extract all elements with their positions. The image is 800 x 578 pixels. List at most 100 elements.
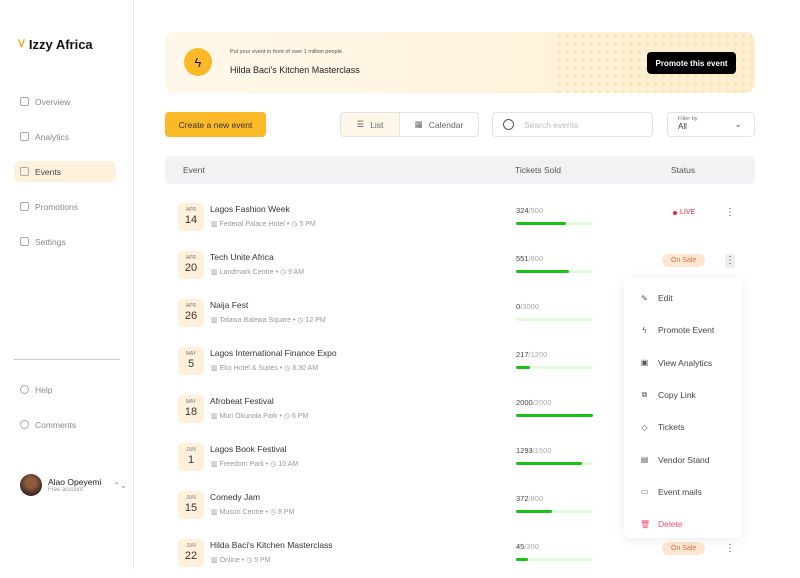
tickets-sold: 324/500 bbox=[516, 206, 544, 215]
table-row[interactable]: APR 14 Lagos Fashion Week ▥ Federal Palac… bbox=[165, 194, 755, 242]
event-venue: Landmark Centre bbox=[219, 269, 274, 276]
filter-dropdown[interactable]: Filter by All ⌄ bbox=[667, 112, 755, 137]
status-badge: On Sale bbox=[662, 542, 706, 555]
sidebar-item-events[interactable]: Events bbox=[14, 161, 116, 182]
table-row[interactable]: JUN 1 Lagos Book Festival ▥ Freedom Park … bbox=[165, 434, 755, 482]
sidebar-item-label: Overview bbox=[35, 96, 71, 107]
list-view-button[interactable]: ☰ List bbox=[341, 113, 400, 136]
event-time: 5 PM bbox=[299, 221, 316, 228]
clock-icon: ◷ bbox=[284, 365, 291, 372]
sidebar-item-help[interactable]: Help bbox=[14, 379, 116, 400]
sidebar-item-settings[interactable]: Settings bbox=[14, 231, 116, 252]
event-name: Tech Unite Africa bbox=[210, 252, 274, 262]
mail-icon: ▭ bbox=[640, 487, 649, 497]
logo[interactable]: ᐯ Izzy Africa bbox=[18, 37, 93, 52]
search-box bbox=[492, 112, 653, 137]
store-icon: ▤ bbox=[640, 455, 649, 464]
event-venue: Muri Okunola Park bbox=[219, 413, 278, 420]
clock-icon: ◷ bbox=[270, 461, 277, 468]
venue-icon: ▥ bbox=[211, 317, 218, 324]
calendar-icon: ▦ bbox=[414, 119, 423, 129]
sidebar-item-promotions[interactable]: Promotions bbox=[14, 196, 116, 217]
chevron-updown-icon[interactable]: ⌃⌄ bbox=[113, 480, 127, 490]
event-name: Afrobeat Festival bbox=[210, 396, 274, 406]
calendar-icon bbox=[20, 167, 29, 176]
search-input[interactable] bbox=[524, 119, 644, 130]
tickets-progress-bar bbox=[516, 462, 593, 465]
sidebar-item-overview[interactable]: Overview bbox=[14, 91, 116, 112]
tickets-sold: 45/300 bbox=[516, 542, 539, 551]
event-time: 5 PM bbox=[254, 557, 271, 564]
pencil-icon: ✎ bbox=[641, 293, 648, 303]
sidebar-item-analytics[interactable]: Analytics bbox=[14, 126, 116, 147]
event-day: 18 bbox=[184, 406, 198, 418]
chart-icon bbox=[20, 132, 29, 141]
header-status: Status bbox=[671, 165, 696, 175]
menu-item-event-mails[interactable]: ▭ Event mails bbox=[640, 487, 702, 497]
more-options-icon[interactable]: ⋮ bbox=[725, 207, 735, 218]
menu-item-label: Delete bbox=[658, 519, 683, 530]
event-venue: Federal Palace Hotel bbox=[219, 221, 285, 228]
event-month: JUN bbox=[186, 495, 196, 501]
menu-item-label: Tickets bbox=[658, 422, 685, 433]
more-options-icon[interactable]: ⋮ bbox=[725, 543, 735, 554]
clock-icon: ◷ bbox=[280, 269, 287, 276]
progress-fill bbox=[516, 558, 528, 561]
menu-item-vendor-stand[interactable]: ▤ Vendor Stand bbox=[640, 455, 710, 465]
menu-item-tickets[interactable]: ◇ Tickets bbox=[640, 422, 685, 433]
event-month: APR bbox=[185, 207, 197, 213]
header-event: Event bbox=[183, 165, 205, 175]
event-name: Lagos International Finance Expo bbox=[210, 348, 337, 358]
menu-item-delete[interactable]: 🗑 Delete bbox=[640, 519, 683, 529]
event-venue: Tafawa Balewa Square bbox=[219, 317, 292, 324]
promote-event-button[interactable]: Promote this event bbox=[647, 52, 736, 74]
app-name: Izzy Africa bbox=[28, 37, 93, 52]
event-time: 8 PM bbox=[277, 509, 295, 516]
tickets-sold: 2000/2000 bbox=[516, 398, 552, 407]
tickets-sold: 0/3000 bbox=[516, 302, 539, 311]
date-badge: APR 26 bbox=[178, 299, 204, 327]
tickets-sold: 551/800 bbox=[516, 254, 544, 263]
calendar-label: Calendar bbox=[428, 119, 464, 130]
date-badge: APR 20 bbox=[178, 251, 204, 279]
more-options-icon[interactable]: ⋮ bbox=[725, 254, 735, 268]
event-day: 20 bbox=[184, 262, 198, 274]
user-profile[interactable]: Alao Opeyemi Free account ⌃⌄ bbox=[20, 474, 127, 496]
help-icon bbox=[20, 385, 29, 394]
event-day: 5 bbox=[187, 358, 195, 370]
event-day: 1 bbox=[187, 454, 195, 466]
progress-fill bbox=[516, 270, 570, 273]
event-month: MAY bbox=[185, 351, 197, 357]
menu-item-view-analytics[interactable]: ▣ View Analytics bbox=[640, 358, 712, 368]
create-event-button[interactable]: Create a new event bbox=[165, 112, 266, 137]
table-header: Event Tickets Sold Status bbox=[165, 156, 755, 184]
event-name: Naija Fest bbox=[210, 300, 249, 310]
menu-item-edit[interactable]: ✎ Edit bbox=[640, 293, 673, 303]
progress-fill bbox=[516, 222, 566, 225]
table-row[interactable]: JUN 22 Hilda Baci's Kitchen Masterclass ▥… bbox=[165, 530, 755, 578]
search-icon bbox=[503, 119, 514, 130]
event-day: 14 bbox=[184, 214, 198, 226]
progress-fill bbox=[516, 462, 583, 465]
user-name: Alao Opeyemi bbox=[48, 477, 102, 487]
clock-icon: ◷ bbox=[246, 557, 253, 564]
status-badge: LIVE bbox=[673, 209, 695, 216]
table-row[interactable]: APR 26 Naija Fest ▥ Tafawa Balewa Square … bbox=[165, 290, 755, 338]
menu-item-label: Vendor Stand bbox=[658, 454, 710, 465]
menu-item-copy-link[interactable]: ⧉ Copy Link bbox=[640, 390, 696, 400]
menu-item-promote-event[interactable]: ϟ Promote Event bbox=[640, 325, 714, 335]
event-meta: ▥ Landmark Centre • ◷ 9 AM bbox=[211, 269, 305, 276]
clock-icon: ◷ bbox=[291, 221, 298, 228]
date-badge: MAY 5 bbox=[178, 347, 204, 375]
calendar-view-button[interactable]: ▦ Calendar bbox=[400, 113, 478, 136]
status-badge: On Sale bbox=[662, 254, 706, 267]
event-day: 15 bbox=[184, 502, 198, 514]
bolt-icon: ϟ bbox=[184, 48, 212, 76]
tickets-sold: 372/800 bbox=[516, 494, 544, 503]
table-row[interactable]: APR 20 Tech Unite Africa ▥ Landmark Centr… bbox=[165, 242, 755, 290]
event-name: Lagos Book Festival bbox=[210, 444, 287, 454]
menu-item-label: Copy Link bbox=[658, 389, 696, 400]
tickets-progress-bar bbox=[516, 414, 593, 417]
sidebar-item-comments[interactable]: Comments bbox=[14, 414, 116, 435]
bolt-icon: ϟ bbox=[642, 325, 647, 335]
